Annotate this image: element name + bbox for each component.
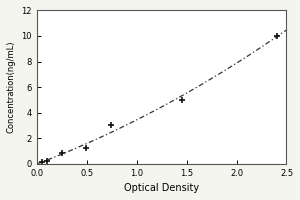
X-axis label: Optical Density: Optical Density (124, 183, 199, 193)
Y-axis label: Concentration(ng/mL): Concentration(ng/mL) (7, 41, 16, 133)
